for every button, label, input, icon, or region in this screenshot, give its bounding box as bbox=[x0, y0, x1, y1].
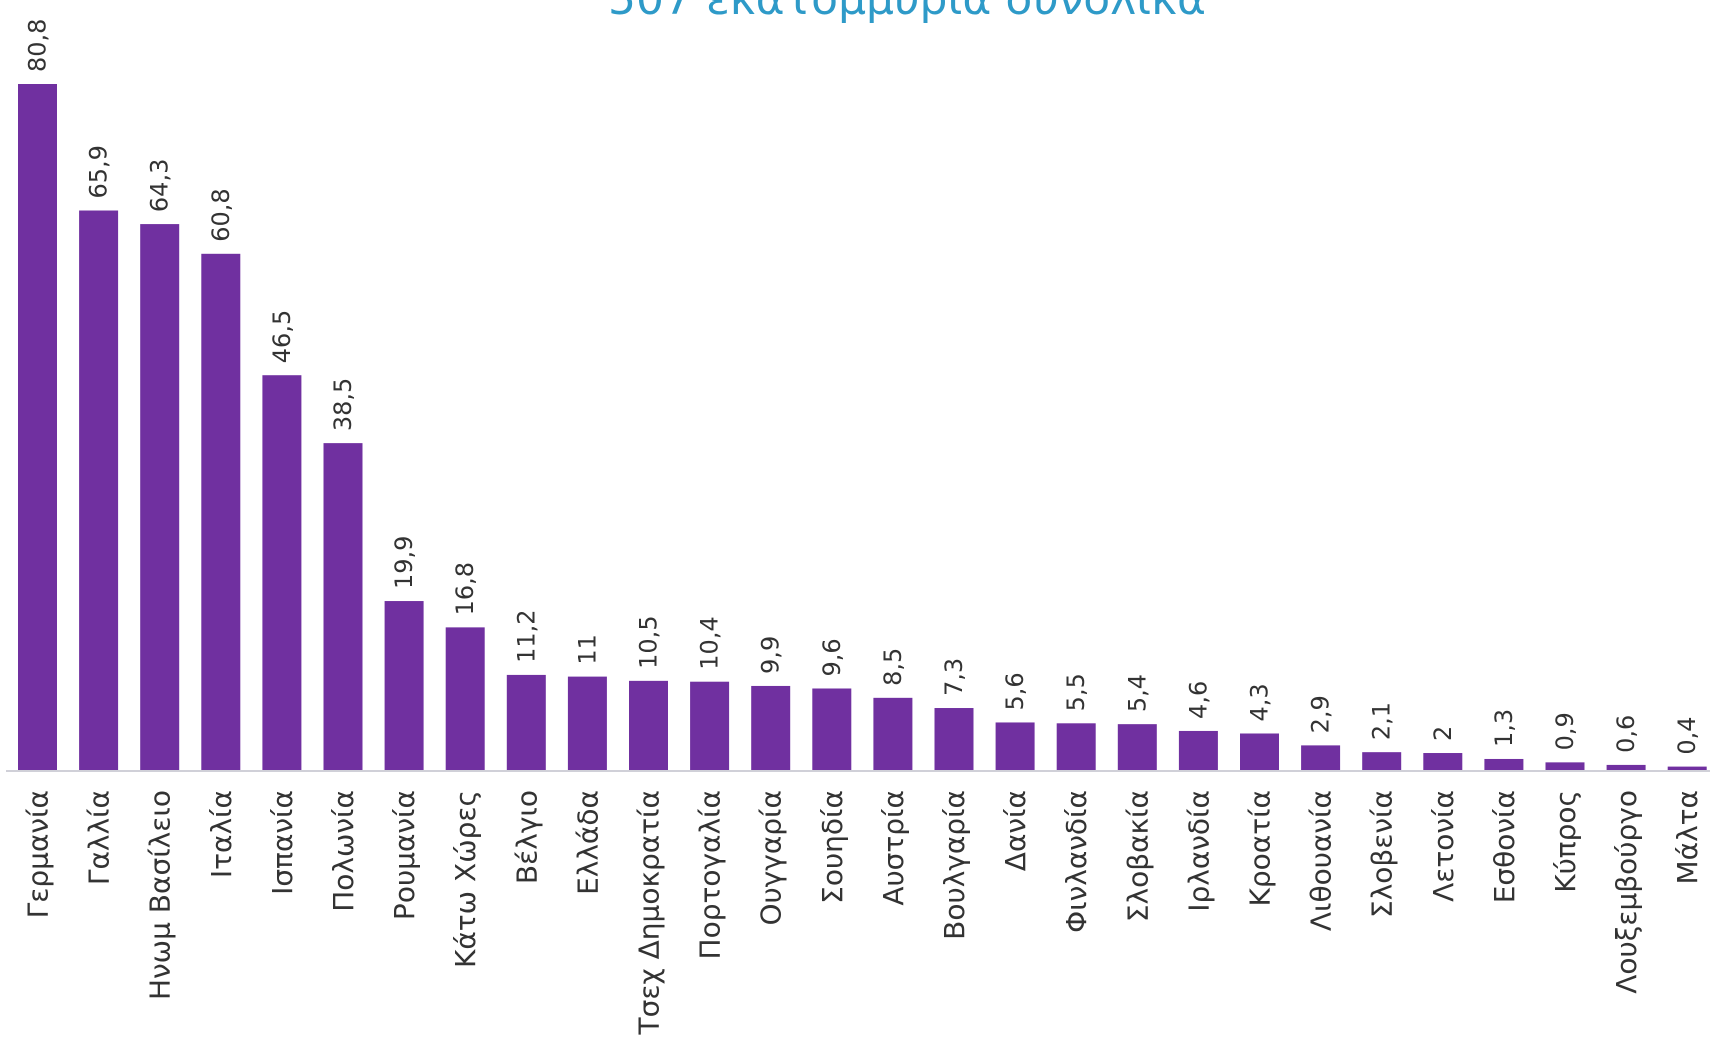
x-tick-label: Πορτογαλία bbox=[694, 790, 727, 959]
data-label: 2 bbox=[1429, 726, 1457, 741]
bar bbox=[445, 627, 485, 770]
x-tick-label: Σλοβακία bbox=[1121, 790, 1154, 922]
data-label: 11,2 bbox=[512, 609, 540, 662]
x-tick-label: Σουηδία bbox=[816, 790, 849, 904]
data-label: 2,1 bbox=[1368, 702, 1396, 740]
data-label: 5,6 bbox=[1001, 672, 1029, 710]
data-label: 8,5 bbox=[879, 648, 907, 686]
bar bbox=[323, 443, 363, 770]
x-tick-label: Πολωνία bbox=[327, 790, 360, 912]
bar bbox=[1301, 745, 1341, 770]
bar bbox=[751, 685, 791, 770]
x-tick-label: Τσεχ Δημοκρατία bbox=[633, 790, 666, 1035]
x-tick-label: Ισπανία bbox=[266, 790, 299, 895]
x-tick-label: Βουλγαρία bbox=[938, 790, 971, 940]
bar bbox=[1056, 723, 1096, 770]
x-tick-label: Κάτω Χώρες bbox=[449, 790, 482, 968]
data-label: 60,8 bbox=[207, 188, 235, 241]
data-label: 5,4 bbox=[1123, 674, 1151, 712]
bar bbox=[201, 253, 241, 770]
x-tick-label: Σλοβενία bbox=[1366, 790, 1399, 918]
x-tick-label: Ελλάδα bbox=[571, 790, 604, 895]
x-tick-label: Ρουμανία bbox=[388, 790, 421, 920]
data-label: 80,8 bbox=[24, 19, 52, 72]
bar bbox=[1240, 733, 1279, 770]
data-label: 7,3 bbox=[940, 658, 968, 696]
data-label: 9,9 bbox=[757, 636, 785, 674]
x-tick-label: Λουξεμβούργο bbox=[1610, 790, 1643, 994]
data-label: 19,9 bbox=[390, 536, 418, 589]
bar bbox=[812, 688, 852, 770]
bar bbox=[140, 224, 180, 770]
x-tick-label: Ιρλανδία bbox=[1182, 790, 1215, 912]
data-label: 4,3 bbox=[1246, 683, 1274, 721]
data-label: 11 bbox=[573, 634, 601, 665]
data-label: 65,9 bbox=[85, 145, 113, 198]
x-tick-label: Ουγγαρία bbox=[755, 790, 788, 926]
bar bbox=[18, 84, 57, 770]
x-tick-label: Ηνωμ Βασίλειο bbox=[144, 790, 177, 1000]
x-tick-label: Λετονία bbox=[1427, 790, 1460, 902]
bar bbox=[384, 601, 424, 770]
data-label: 10,5 bbox=[635, 615, 663, 668]
chart-title: 507 εκατομμύρια συνολικά bbox=[608, 0, 1206, 25]
bar bbox=[995, 722, 1035, 770]
x-tick-label: Βέλγιο bbox=[510, 790, 543, 884]
bar bbox=[1178, 730, 1218, 770]
bar bbox=[629, 680, 668, 770]
x-tick-label: Ιταλία bbox=[205, 790, 238, 878]
x-tick-label: Αυστρία bbox=[877, 790, 910, 906]
data-label: 9,6 bbox=[818, 638, 846, 676]
bar bbox=[1362, 752, 1402, 770]
bar bbox=[1484, 758, 1524, 770]
data-label: 5,5 bbox=[1062, 673, 1090, 711]
bar bbox=[690, 681, 730, 770]
bar bbox=[1423, 753, 1463, 770]
bar bbox=[1545, 762, 1585, 770]
data-label: 0,4 bbox=[1673, 716, 1701, 754]
data-label: 2,9 bbox=[1307, 695, 1335, 733]
bar bbox=[79, 210, 119, 771]
bar bbox=[873, 697, 913, 770]
data-label: 38,5 bbox=[329, 378, 357, 431]
data-label: 0,6 bbox=[1612, 715, 1640, 753]
data-label: 1,3 bbox=[1490, 709, 1518, 747]
x-tick-label: Γαλλία bbox=[83, 790, 116, 885]
bar bbox=[567, 676, 607, 770]
bar bbox=[934, 708, 974, 770]
x-tick-label: Εσθονία bbox=[1488, 790, 1521, 903]
data-label: 4,6 bbox=[1184, 681, 1212, 719]
x-tick-label: Λιθουανία bbox=[1305, 790, 1338, 931]
bar bbox=[262, 375, 302, 770]
x-tick-label: Κύπρος bbox=[1549, 790, 1582, 893]
data-label: 64,3 bbox=[146, 159, 174, 212]
bar bbox=[1606, 764, 1646, 770]
data-label: 10,4 bbox=[696, 616, 724, 669]
data-label: 16,8 bbox=[451, 562, 479, 615]
x-tick-label: Δανία bbox=[999, 790, 1032, 871]
x-tick-label: Φινλανδία bbox=[1060, 790, 1093, 933]
bar bbox=[506, 674, 546, 770]
bar bbox=[1667, 766, 1707, 770]
data-label: 0,9 bbox=[1551, 712, 1579, 750]
data-label: 46,5 bbox=[268, 310, 296, 363]
bar bbox=[1117, 724, 1157, 770]
x-tick-label: Μάλτα bbox=[1671, 790, 1704, 885]
x-tick-label: Γερμανία bbox=[22, 790, 55, 918]
x-tick-label: Κροατία bbox=[1244, 790, 1277, 907]
